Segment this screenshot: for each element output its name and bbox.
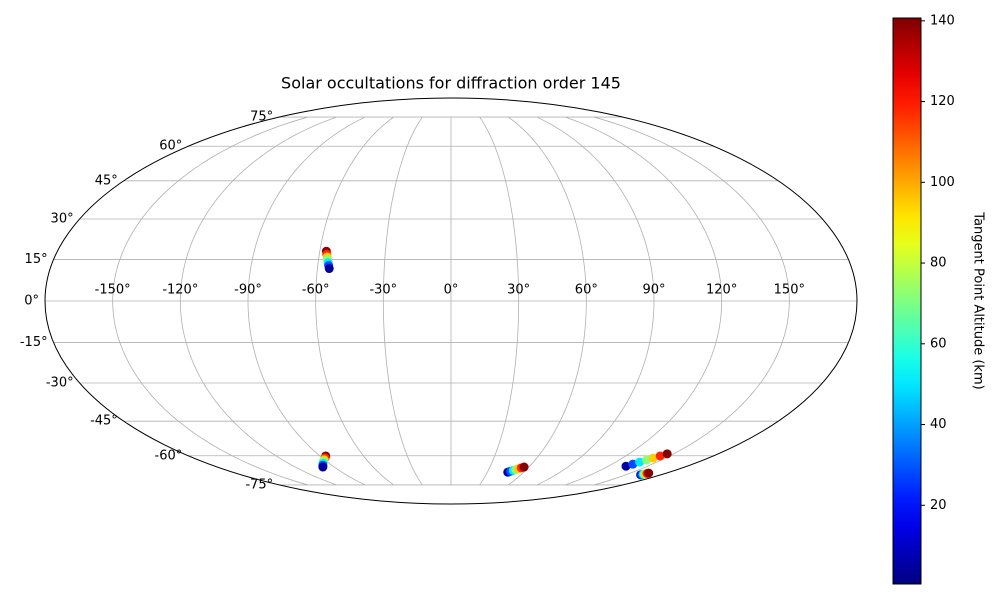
chart-title: Solar occultations for diffraction order… xyxy=(281,74,621,93)
y-tick-label: -60° xyxy=(155,448,183,463)
colorbar xyxy=(892,17,922,585)
grid-line xyxy=(594,116,790,486)
map-boundary xyxy=(44,97,858,505)
data-point xyxy=(655,451,665,461)
grid-line xyxy=(508,116,587,486)
x-tick-label: 60° xyxy=(575,283,598,298)
colorbar-tick-label: 20 xyxy=(930,498,947,513)
y-tick-label: 0° xyxy=(24,294,39,309)
data-point xyxy=(324,264,334,274)
grid-line xyxy=(536,116,655,486)
grid-line xyxy=(179,116,337,486)
x-tick-label: 120° xyxy=(706,283,737,298)
grid-line xyxy=(382,116,423,486)
data-point xyxy=(648,453,658,463)
x-tick-label: 90° xyxy=(642,283,665,298)
data-point xyxy=(644,468,654,478)
y-tick-label: 15° xyxy=(25,252,48,267)
y-tick-label: 75° xyxy=(250,110,273,125)
x-tick-label: 150° xyxy=(774,283,805,298)
grid-line xyxy=(112,116,308,486)
data-point xyxy=(628,459,638,469)
y-tick-label: 45° xyxy=(95,173,118,188)
colorbar-tick-label: 60 xyxy=(930,336,947,351)
x-tick-label: -150° xyxy=(95,283,131,298)
colorbar-tick-label: 80 xyxy=(930,256,947,271)
y-tick-label: 60° xyxy=(159,139,182,154)
x-tick-label: -90° xyxy=(234,283,262,298)
grid-line xyxy=(479,116,520,486)
data-point xyxy=(318,462,328,472)
y-tick-label: -15° xyxy=(20,335,48,350)
x-tick-label: -120° xyxy=(162,283,198,298)
grid-line xyxy=(565,116,723,486)
colorbar-tick-label: 140 xyxy=(930,13,955,28)
grid-line xyxy=(247,116,366,486)
y-tick-label: -75° xyxy=(245,477,273,492)
data-point xyxy=(662,449,672,459)
x-tick-label: -60° xyxy=(302,283,330,298)
data-point xyxy=(621,461,631,471)
data-point xyxy=(635,457,645,467)
x-tick-label: 30° xyxy=(507,283,530,298)
x-tick-label: 0° xyxy=(444,283,459,298)
colorbar-tick-label: 100 xyxy=(930,175,955,190)
x-tick-label: -30° xyxy=(369,283,397,298)
y-tick-label: -30° xyxy=(46,376,74,391)
colorbar-label: Tangent Point Altitude (km) xyxy=(971,211,986,389)
y-tick-label: 30° xyxy=(51,211,74,226)
grid xyxy=(45,116,857,486)
y-tick-label: -45° xyxy=(90,414,118,429)
colorbar-tick-label: 120 xyxy=(930,94,955,109)
grid-line xyxy=(315,116,394,486)
data-point xyxy=(519,462,529,472)
colorbar-tick-label: 40 xyxy=(930,417,947,432)
